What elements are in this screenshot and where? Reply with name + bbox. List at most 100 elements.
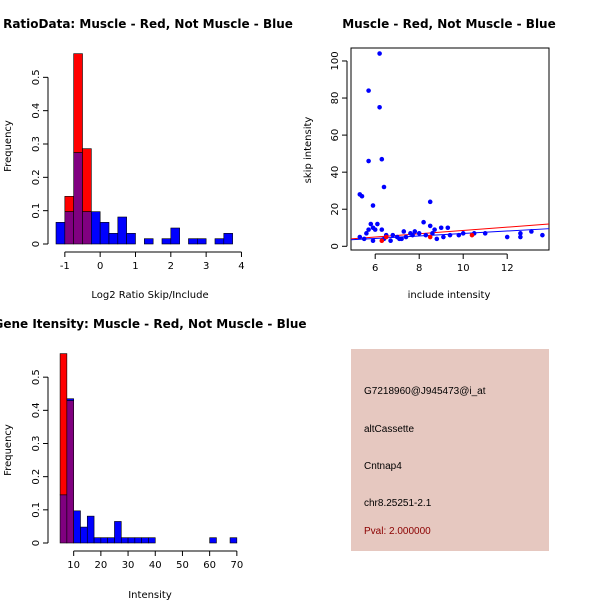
ratio-overlap-bar: [73, 152, 83, 245]
intensity-bar: [120, 537, 129, 544]
event-type: altCassette: [364, 424, 415, 435]
scatter-point-blue: [379, 156, 385, 162]
ratio-y-tick-label: 0.3: [31, 136, 42, 152]
scatter-point-blue: [504, 234, 510, 240]
ratio-bar: [91, 211, 101, 245]
scatter-point-blue: [361, 236, 367, 242]
ratio-histogram-title: RatioData: Muscle - Red, Not Muscle - Bl…: [3, 17, 293, 31]
scatter-point-blue: [370, 238, 376, 244]
ratio-bar: [117, 216, 127, 245]
intensity-x-tick-label: 60: [203, 560, 216, 571]
intensity-overlap-bar: [66, 400, 74, 544]
scatter-point-blue: [366, 88, 371, 93]
scatter-point-blue: [368, 221, 374, 227]
scatter-point-blue: [379, 227, 385, 232]
ratio-bar: [108, 233, 119, 245]
ratio-bar: [197, 238, 207, 245]
gene-name: Cntnap4: [364, 461, 402, 472]
scatter-plot-box: [350, 47, 550, 251]
intensity-bar: [141, 537, 149, 544]
ratio-histogram: RatioData: Muscle - Red, Not Muscle - Bl…: [3, 17, 293, 301]
ratio-bar: [161, 238, 172, 245]
intensity-histogram: Gene Itensity: Muscle - Red, Not Muscle …: [0, 317, 307, 600]
ratio-histogram-axes: 0 0.1 0.2 0.3 0.4 0.5 -1 0 1 2 3 4: [31, 69, 245, 272]
scatter-y-tick-label: 100: [330, 51, 341, 70]
intensity-bar: [73, 510, 81, 544]
intensity-y-tick-label: 0.4: [31, 402, 42, 418]
ratio-histogram-bars: [55, 53, 233, 245]
intensity-histogram-axes: 0 0.1 0.2 0.3 0.4 0.5 10 20 30 40 50 60 70: [31, 369, 243, 571]
scatter-point-red: [379, 238, 385, 244]
scatter-point-blue: [388, 238, 393, 244]
intensity-bar: [86, 515, 95, 544]
scatter-point-blue: [359, 193, 365, 199]
scatter-points: [357, 51, 545, 244]
intensity-bar: [107, 537, 115, 544]
scatter-point-blue: [427, 199, 433, 205]
intensity-histogram-bars: [59, 353, 238, 544]
intensity-bar: [127, 537, 136, 544]
intensity-bar: [114, 521, 122, 544]
ratio-bar: [170, 227, 180, 245]
intensity-histogram-title: Gene Itensity: Muscle - Red, Not Muscle …: [0, 317, 307, 331]
ratio-bar: [55, 222, 66, 245]
scatter-point-blue: [401, 229, 407, 234]
intensity-y-tick-label: 0: [31, 540, 42, 546]
ratio-y-tick-label: 0.5: [31, 69, 42, 85]
scatter-point-blue: [390, 232, 396, 238]
ratio-histogram-ylabel: Frequency: [3, 120, 14, 172]
probe-info-panel: G7218960@J945473@i_at altCassette Cntnap…: [351, 349, 549, 551]
ratio-x-tick-label: -1: [60, 261, 70, 272]
ratio-overlap-bar: [64, 211, 74, 245]
scatter-point-blue: [410, 232, 415, 238]
ratio-bar: [214, 238, 225, 245]
intensity-bar: [134, 537, 142, 544]
scatter-point-blue: [438, 225, 444, 231]
ratio-x-tick-label: 2: [168, 261, 174, 272]
intensity-x-tick-label: 70: [230, 560, 243, 571]
scatter-y-tick-label: 80: [330, 92, 341, 105]
ratio-bar: [82, 148, 92, 212]
scatter-point-blue: [381, 184, 387, 190]
scatter-point-blue: [423, 232, 429, 238]
scatter-point-blue: [540, 232, 545, 238]
intensity-y-tick-label: 0.5: [31, 369, 42, 385]
intensity-scatter-title: Muscle - Red, Not Muscle - Blue: [342, 17, 556, 31]
scatter-point-blue: [375, 221, 380, 227]
intensity-x-tick-label: 50: [176, 560, 189, 571]
scatter-x-tick-label: 8: [416, 263, 422, 274]
scatter-point-blue: [403, 234, 409, 240]
scatter-point-blue: [427, 223, 433, 229]
scatter-ylabel: skip intensity: [303, 117, 314, 184]
scatter-point-blue: [370, 203, 376, 208]
scatter-point-blue: [460, 231, 466, 236]
scatter-axes: 6 8 10 12 0 20 40 60 80 100: [330, 51, 514, 274]
intensity-bar: [100, 537, 108, 544]
ratio-overlap-bar: [82, 211, 92, 245]
scatter-point-blue: [377, 105, 382, 110]
scatter-point-blue: [377, 51, 382, 56]
scatter-point-blue: [357, 234, 363, 240]
scatter-y-tick-label: 60: [330, 129, 341, 142]
scatter-point-blue: [482, 231, 488, 236]
scatter-point-blue: [447, 232, 453, 238]
intensity-overlap-bar: [59, 494, 68, 544]
p-value: Pval: 2.000000: [364, 526, 431, 537]
intensity-y-tick-label: 0.3: [31, 436, 42, 452]
scatter-y-tick-label: 0: [330, 243, 341, 249]
scatter-point-red: [469, 232, 475, 238]
intensity-bar: [209, 537, 217, 544]
intensity-x-tick-label: 40: [149, 560, 162, 571]
scatter-point-blue: [430, 231, 435, 236]
scatter-point-red: [427, 234, 433, 240]
intensity-bar: [229, 537, 238, 544]
scatter-point-blue: [518, 231, 523, 236]
scatter-point-blue: [421, 219, 426, 225]
scatter-point-blue: [366, 227, 371, 232]
scatter-point-blue: [364, 231, 369, 236]
intensity-bar: [148, 537, 156, 544]
intensity-histogram-xlabel: Intensity: [128, 590, 172, 600]
ratio-bar: [126, 233, 136, 245]
ratio-bar: [73, 53, 83, 153]
